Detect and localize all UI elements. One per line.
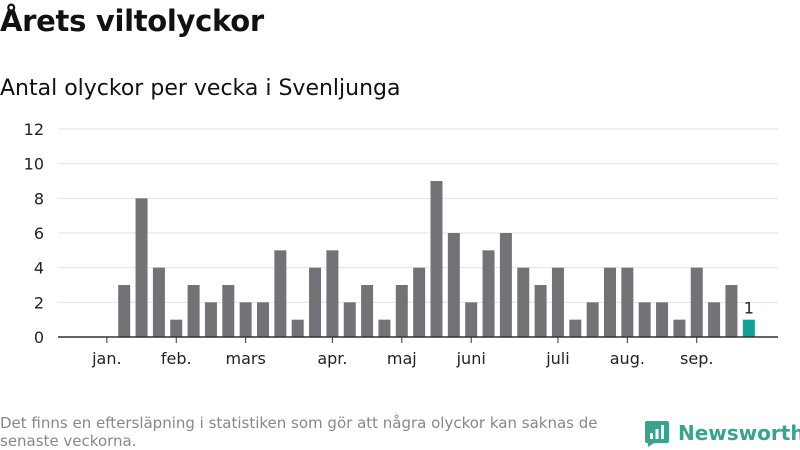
- bar: [708, 302, 721, 337]
- bar: [135, 198, 148, 337]
- x-tick-label: juli: [545, 349, 569, 368]
- x-tick-label: aug.: [610, 349, 645, 368]
- bar: [430, 181, 443, 337]
- y-tick-label: 2: [34, 293, 44, 312]
- bar: [361, 285, 374, 337]
- bar: [690, 267, 703, 337]
- bar: [499, 233, 512, 337]
- y-tick-label: 4: [34, 259, 44, 278]
- footnote: Det finns en eftersläpning i statistiken…: [0, 414, 598, 450]
- bar: [291, 319, 304, 337]
- bar-chart: 0 2 4 6 8 10 12 1 jan. feb. mars apr. maj juni juli aug…: [24, 120, 778, 368]
- bar: [465, 302, 478, 337]
- bar: [326, 250, 339, 337]
- bar: [343, 302, 356, 337]
- bar-current-week: [742, 319, 755, 337]
- x-tick-label: feb.: [161, 349, 192, 368]
- bar: [482, 250, 495, 337]
- x-tick-label: sep.: [680, 349, 713, 368]
- bar: [517, 267, 530, 337]
- bar: [586, 302, 599, 337]
- bar: [239, 302, 252, 337]
- brand-name: Newsworthy: [678, 421, 800, 445]
- bar: [447, 233, 460, 337]
- bar: [534, 285, 547, 337]
- bar: [569, 319, 582, 337]
- bar: [170, 319, 183, 337]
- bar: [621, 267, 634, 337]
- bar: [551, 267, 564, 337]
- bar: [257, 302, 269, 337]
- bar: [604, 267, 616, 337]
- bar: [673, 319, 686, 337]
- data-label: 1: [744, 299, 754, 318]
- bar: [413, 267, 426, 337]
- bar: [638, 302, 651, 337]
- chart-title: Årets viltolyckor: [0, 4, 264, 38]
- brand-logo[interactable]: Newsworthy: [644, 419, 800, 447]
- bar: [274, 250, 287, 337]
- y-tick-label: 8: [34, 189, 44, 208]
- bar: [309, 267, 322, 337]
- y-tick-label: 12: [24, 120, 44, 139]
- bar: [378, 319, 391, 337]
- y-tick-label: 6: [34, 224, 44, 243]
- bar: [118, 285, 131, 337]
- bar: [204, 302, 217, 337]
- y-tick-label: 10: [24, 155, 44, 174]
- newsworthy-logo-icon: [645, 421, 669, 447]
- bar: [656, 302, 669, 337]
- x-tick-label: mars: [225, 349, 265, 368]
- bar: [152, 267, 165, 337]
- bar: [395, 285, 408, 337]
- bar: [725, 285, 738, 337]
- x-tick-label: jan.: [91, 349, 121, 368]
- bar: [222, 285, 235, 337]
- y-tick-label: 0: [34, 328, 44, 347]
- x-tick-label: maj: [387, 349, 417, 368]
- x-tick-label: apr.: [317, 349, 347, 368]
- bar: [187, 285, 200, 337]
- x-tick-label: juni: [456, 349, 486, 368]
- chart-subtitle: Antal olyckor per vecka i Svenljunga: [0, 76, 401, 101]
